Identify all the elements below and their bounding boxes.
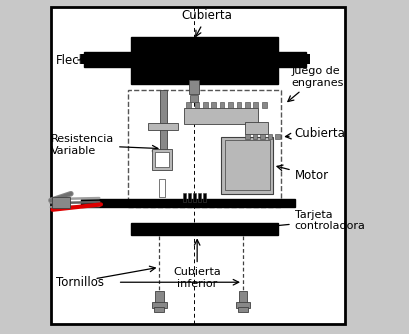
Bar xyxy=(225,140,270,190)
Bar xyxy=(245,122,268,134)
Bar xyxy=(128,90,281,207)
Bar xyxy=(238,307,248,312)
Text: Cubierta: Cubierta xyxy=(182,9,233,36)
Text: Motor: Motor xyxy=(277,165,329,182)
Bar xyxy=(51,7,345,324)
Bar xyxy=(152,149,172,170)
Bar xyxy=(81,54,86,64)
Bar xyxy=(236,302,250,308)
Bar xyxy=(159,179,165,197)
Bar xyxy=(203,193,206,202)
Text: Cubierta: Cubierta xyxy=(285,127,346,140)
Bar xyxy=(131,223,278,235)
Bar xyxy=(305,54,310,64)
Text: Tornillos: Tornillos xyxy=(56,276,104,289)
Bar xyxy=(260,40,278,80)
Text: Flecha: Flecha xyxy=(56,54,94,66)
Bar xyxy=(160,90,167,150)
Bar xyxy=(253,134,257,139)
Bar xyxy=(268,134,272,139)
Bar xyxy=(84,52,131,67)
Bar xyxy=(152,302,167,308)
Bar xyxy=(190,95,198,102)
Bar xyxy=(228,102,233,108)
Bar xyxy=(245,102,250,108)
Bar xyxy=(211,102,216,108)
Text: Resistencia
Variable: Resistencia Variable xyxy=(51,135,158,156)
Bar xyxy=(81,199,294,207)
Bar xyxy=(183,193,186,202)
Bar xyxy=(245,134,250,139)
Bar xyxy=(237,102,241,108)
Bar xyxy=(198,193,201,202)
Bar xyxy=(275,134,280,139)
Bar xyxy=(203,102,208,108)
Text: Tarjeta
controladora: Tarjeta controladora xyxy=(245,210,366,231)
Bar xyxy=(155,291,164,304)
Bar xyxy=(155,152,169,167)
Bar xyxy=(254,102,258,108)
Bar xyxy=(188,193,191,202)
Bar xyxy=(260,134,265,139)
Bar xyxy=(131,37,278,84)
Bar xyxy=(193,193,196,202)
Bar xyxy=(238,291,247,304)
Bar xyxy=(186,102,191,108)
Text: Cubierta
inferior: Cubierta inferior xyxy=(173,239,221,289)
Bar xyxy=(189,80,199,94)
Bar xyxy=(262,102,267,108)
Bar xyxy=(52,197,70,208)
Bar xyxy=(220,102,225,108)
Text: Juego de
engranes: Juego de engranes xyxy=(288,66,344,102)
Bar xyxy=(195,102,199,108)
Bar xyxy=(221,137,273,194)
Bar xyxy=(155,307,164,312)
Bar xyxy=(184,108,258,124)
Bar xyxy=(278,52,306,67)
Bar xyxy=(148,123,178,130)
